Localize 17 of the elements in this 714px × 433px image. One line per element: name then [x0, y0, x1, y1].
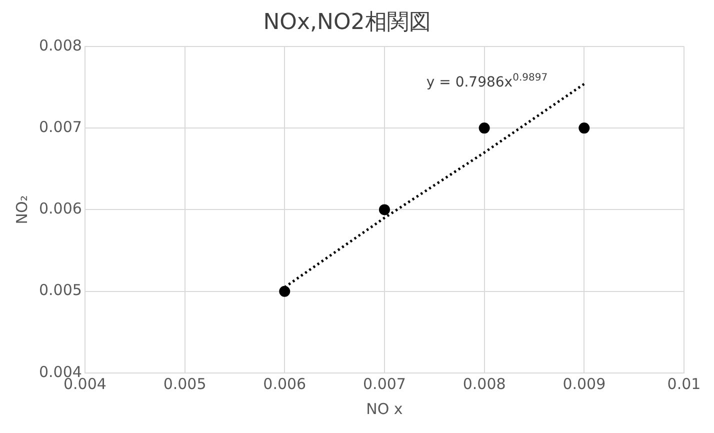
x-tick-label: 0.005	[163, 374, 206, 393]
point	[478, 122, 490, 134]
x-tick-label: 0.008	[462, 374, 506, 393]
y-tick-label: 0.005	[38, 281, 82, 300]
y-tick-label: 0.006	[38, 200, 82, 218]
x-tick-label: 0.007	[362, 374, 406, 393]
y-tick-label: 0.008	[38, 36, 82, 54]
x-tick-label: 0.01	[667, 374, 701, 393]
chart-title: NOx,NO2相関図	[263, 10, 431, 35]
x-tick-label: 0.009	[562, 374, 606, 393]
x-axis-title: NO x	[366, 400, 403, 418]
point	[578, 122, 590, 134]
point	[378, 204, 390, 216]
point	[279, 286, 290, 297]
x-tick-label: 0.006	[263, 374, 306, 393]
y-tick-label: 0.007	[38, 118, 82, 136]
y-axis-title: NO₂	[12, 195, 31, 224]
